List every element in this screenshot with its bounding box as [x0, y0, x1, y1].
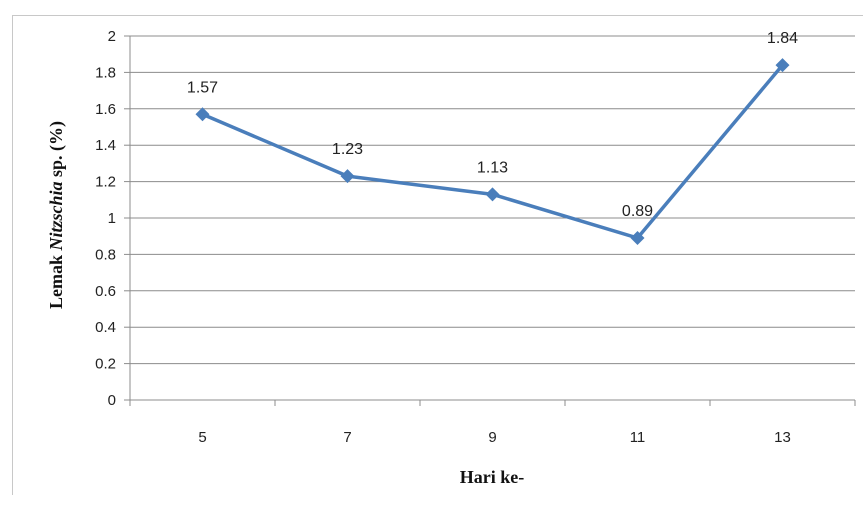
x-tick-labels: 5 7 9 11 13 — [198, 429, 791, 446]
y-tick-label: 0.6 — [95, 283, 116, 300]
y-tick-label: 0.8 — [95, 246, 116, 263]
data-point-marker — [775, 58, 790, 73]
chart-frame-left-border — [12, 15, 13, 495]
data-point-marker — [340, 169, 355, 184]
x-tick-label: 11 — [630, 429, 646, 446]
y-axis-title-part-2: Nitzschia — [46, 182, 66, 252]
y-axis-title: Lemak Nitzschia sp. (%) — [46, 121, 67, 309]
x-tick-label: 7 — [343, 429, 351, 446]
y-tick-label: 0.4 — [95, 319, 116, 336]
data-labels: 1.57 1.23 1.13 0.89 1.84 — [187, 30, 798, 220]
y-tick-label: 1.2 — [95, 174, 116, 191]
y-tick-label: 1 — [108, 210, 116, 227]
series-line — [201, 63, 784, 240]
x-tick-label: 13 — [774, 429, 791, 446]
x-tick-label: 5 — [198, 429, 206, 446]
data-point-marker — [485, 187, 500, 202]
y-tick-label: 0 — [108, 392, 116, 409]
data-point-marker — [195, 107, 210, 122]
data-point-marker — [630, 231, 645, 246]
x-axis-title: Hari ke- — [460, 467, 525, 487]
x-tick-label: 9 — [488, 429, 496, 446]
chart-frame-top-border — [12, 15, 863, 16]
data-label: 0.89 — [622, 203, 653, 220]
y-tick-label: 1.8 — [95, 64, 116, 81]
y-tick-label: 1.4 — [95, 137, 116, 154]
y-tick-label: 1.6 — [95, 101, 116, 118]
y-tick-label: 0.2 — [95, 356, 116, 373]
y-tick-labels: 0 0.2 0.4 0.6 0.8 1 1.2 1.4 1.6 1.8 2 — [95, 28, 116, 409]
y-axis-title-part-1: Lemak — [46, 251, 66, 310]
y-axis-title-part-3: sp. (%) — [46, 121, 67, 182]
data-label: 1.84 — [767, 30, 798, 47]
data-label: 1.13 — [477, 159, 508, 176]
y-tick-label: 2 — [108, 28, 116, 45]
gridlines — [124, 35, 855, 401]
axes — [129, 36, 856, 406]
data-label: 1.23 — [332, 141, 363, 158]
series-group — [195, 58, 790, 246]
data-label: 1.57 — [187, 79, 218, 96]
